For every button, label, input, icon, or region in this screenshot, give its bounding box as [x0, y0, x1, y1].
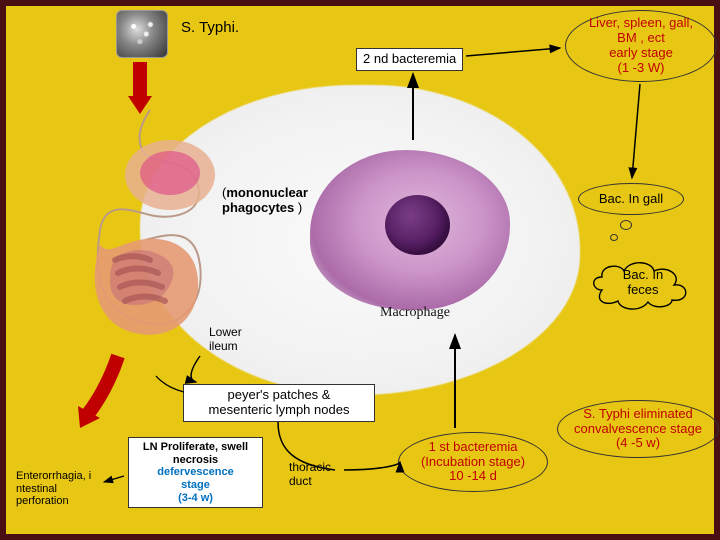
peyers-patches-box: peyer's patches & mesenteric lymph nodes: [183, 384, 375, 422]
title-text: S. Typhi.: [175, 16, 245, 39]
macrophage-label: Macrophage: [380, 305, 450, 321]
bac1-l1: 1 st bacteremia: [429, 440, 518, 455]
first-bacteremia-ellipse: 1 st bacteremia (Incubation stage) 10 -1…: [398, 432, 548, 492]
liver-l1: Liver, spleen, gall,: [589, 16, 693, 31]
bac-feces-label: Bac. In feces: [598, 266, 688, 300]
ent-l1: Enterorrhagia, i: [16, 470, 91, 482]
ln-l1: LN Proliferate, swell: [143, 441, 248, 453]
peyer-l2: mesenteric lymph nodes: [209, 402, 350, 417]
gi-tract-image: [70, 105, 235, 350]
liver-l3: early stage: [609, 46, 673, 61]
bacteria-image: [116, 10, 168, 58]
ln-proliferate-box: LN Proliferate, swell necrosis defervesc…: [128, 437, 263, 508]
thor-l1: thoracic: [289, 460, 331, 474]
mononuclear-label: (mononuclear phagocytes ): [222, 186, 308, 216]
macrophage-nucleus: [385, 195, 450, 255]
elim-l3: (4 -5 w): [616, 436, 660, 451]
bac-gall-ellipse: Bac. In gall: [578, 183, 684, 215]
liver-spleen-ellipse: Liver, spleen, gall, BM , ect early stag…: [565, 10, 717, 82]
ln-l2: necrosis: [173, 454, 218, 466]
ln-l4: stage: [181, 479, 210, 491]
bac1-l3: 10 -14 d: [449, 469, 497, 484]
thoracic-duct-label: thoracic duct: [289, 461, 331, 489]
feces-l2: feces: [627, 282, 658, 297]
lower-ileum-label: Lower ileum: [209, 326, 242, 354]
ent-l3: perforation: [16, 495, 69, 507]
thor-l2: duct: [289, 474, 312, 488]
ln-l3: defervescence: [157, 466, 233, 478]
elim-l2: convalvescence stage: [574, 422, 702, 437]
ln-l5: (3-4 w): [178, 492, 213, 504]
ent-l2: ntestinal: [16, 483, 57, 495]
mono-l2a: phagocytes: [222, 200, 294, 215]
peyer-l1: peyer's patches &: [228, 387, 331, 402]
mono-l1a: mononuclear: [226, 185, 308, 200]
second-bacteremia-box: 2 nd bacteremia: [356, 48, 463, 71]
bac-gall-text: Bac. In gall: [599, 192, 663, 207]
ileum-l1: Lower: [209, 325, 242, 339]
gall-bubble-1: [620, 220, 632, 230]
eliminated-ellipse: S. Typhi eliminated convalvescence stage…: [557, 400, 719, 458]
ileum-l2: ileum: [209, 339, 238, 353]
elim-l1: S. Typhi eliminated: [583, 407, 693, 422]
liver-l2: BM , ect: [617, 31, 665, 46]
feces-l1: Bac. In: [623, 267, 663, 282]
bac1-l2: (Incubation stage): [421, 455, 525, 470]
enterorrhagia-label: Enterorrhagia, i ntestinal perforation: [16, 470, 91, 508]
liver-l4: (1 -3 W): [618, 61, 665, 76]
gall-bubble-2: [610, 234, 618, 241]
